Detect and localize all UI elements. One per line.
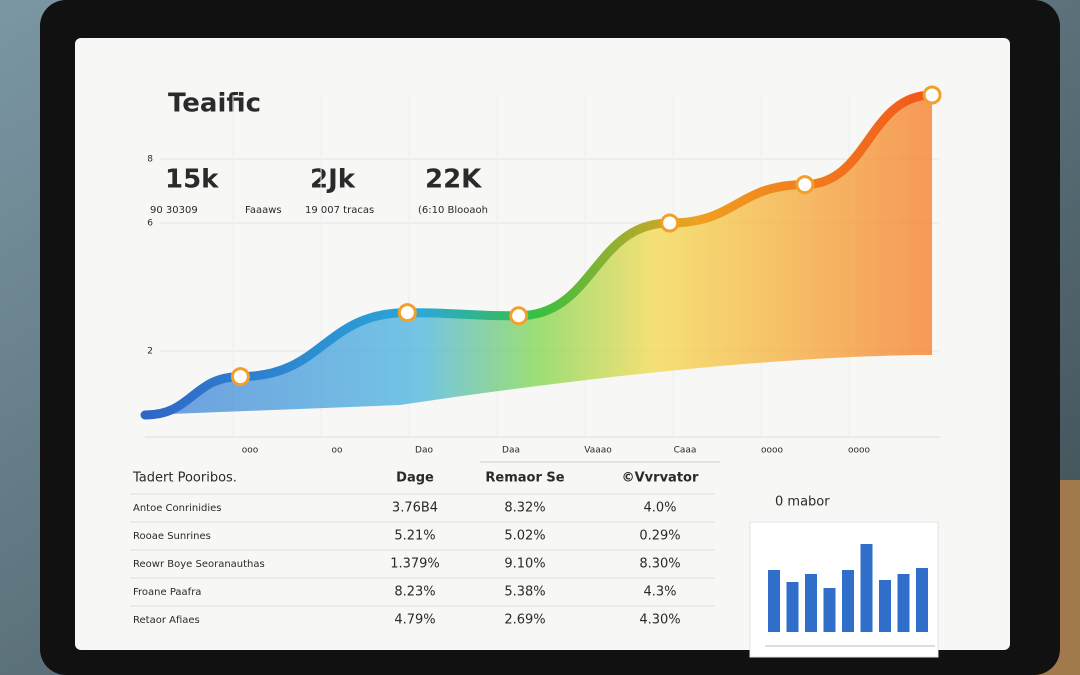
stat-value: 2Jk [310,165,356,195]
data-point [795,175,815,195]
data-point [660,213,680,233]
table-cell: 1.379% [390,557,440,572]
table-cell: 4.79% [394,613,435,628]
table-cell: 8.30% [639,557,680,572]
table-header: Remaor Se [485,471,564,486]
y-tick-label: 6 [147,219,153,229]
mini-bar [805,574,817,632]
stat-label: 90 30309 [150,205,198,216]
data-point [509,306,529,326]
y-tick-label: 8 [147,155,153,165]
data-point [922,85,942,105]
x-tick-label: oooo [761,446,784,456]
table-header: Tadert Pooribos. [132,471,237,486]
mini-bar [786,582,799,632]
table-cell: 4.30% [639,613,680,628]
table-cell: 3.76B4 [392,501,438,516]
stat-label: Faaaws [245,205,282,216]
mini-bar [897,574,910,632]
mini-bar [842,570,854,632]
x-tick-label: oooo [848,446,871,456]
table-cell: 5.21% [394,529,435,544]
x-tick-label: Caaa [674,446,697,456]
x-tick-label: Dao [415,446,433,456]
table-cell: 4.0% [643,501,676,516]
table-cell: 0.29% [639,529,680,544]
mini-chart-title: 0 mabor [775,495,830,510]
dashboard-title: Teaific [168,89,261,119]
table-cell: 4.3% [643,585,676,600]
mini-bar [879,580,891,632]
table-cell: Antoe Conrinidies [133,503,221,514]
mini-bar [916,568,928,632]
y-tick-label: 2 [147,347,153,357]
table-cell: 8.23% [394,585,435,600]
table-cell: 8.32% [504,501,545,516]
x-tick-label: oo [331,446,343,456]
mini-bar [768,570,780,632]
stat-label: (6:10 Blooaoh [418,205,488,216]
table-header: ©Vvrvator [622,471,699,486]
x-tick-label: Daa [502,446,520,456]
x-tick-label: Vaaao [584,446,612,456]
table-cell: 5.38% [504,585,545,600]
table-cell: Reowr Boye Seoranauthas [133,559,265,570]
table-cell: 9.10% [504,557,545,572]
stat-value: 22K [425,165,482,195]
mini-bar [823,588,836,632]
table-cell: 5.02% [504,529,545,544]
x-tick-label: ooo [242,446,259,456]
table-cell: Rooae Sunrines [133,531,211,542]
table-cell: 2.69% [504,613,545,628]
table-header: Dage [396,471,434,486]
data-point [230,367,250,387]
data-point [397,303,417,323]
table-cell: Retaor Afiaes [133,615,200,626]
table-cell: Froane Paafra [133,587,201,598]
stat-label: 19 007 tracas [305,205,374,216]
mini-bar [860,544,873,632]
stat-value: 15k [165,165,219,195]
